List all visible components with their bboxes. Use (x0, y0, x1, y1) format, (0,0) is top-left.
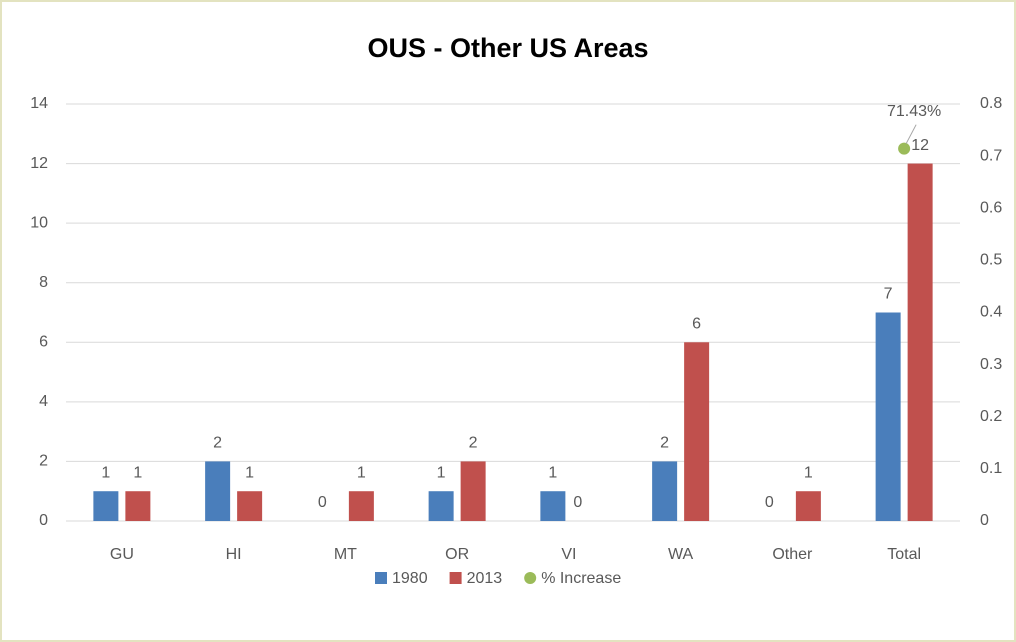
x-tick-label: OR (445, 546, 469, 563)
x-tick-label: HI (226, 546, 242, 563)
x-tick-label: GU (110, 546, 134, 563)
bar (93, 491, 119, 521)
bar (795, 491, 821, 521)
legend-label: % Increase (541, 570, 621, 587)
data-label: 0 (573, 494, 582, 511)
data-label: 6 (692, 316, 701, 333)
legend-swatch (375, 572, 387, 584)
data-label: 1 (133, 464, 142, 481)
data-label: 0 (765, 494, 774, 511)
bar (652, 461, 678, 521)
legend-label: 1980 (392, 570, 428, 587)
y2-tick-label: 0.6 (980, 199, 1002, 216)
bar (875, 312, 901, 521)
y-tick-label: 0 (39, 512, 48, 529)
bar (348, 491, 374, 521)
x-tick-label: MT (334, 546, 357, 563)
data-label: 2 (660, 435, 669, 452)
leader-line (905, 124, 917, 144)
y2-tick-label: 0 (980, 512, 989, 529)
x-tick-label: VI (561, 546, 576, 563)
y-tick-label: 2 (39, 453, 48, 470)
y-tick-label: 14 (30, 95, 48, 112)
bar (428, 491, 454, 521)
bar (205, 461, 231, 521)
data-label: 0 (318, 494, 327, 511)
legend-swatch (449, 572, 462, 584)
y2-tick-label: 0.4 (980, 304, 1002, 321)
y2-tick-label: 0.7 (980, 147, 1002, 164)
point (898, 142, 911, 155)
data-label: 12 (911, 137, 929, 154)
y-tick-label: 4 (39, 393, 48, 410)
bar (237, 491, 263, 521)
data-label: 1 (357, 464, 366, 481)
data-label: 1 (437, 464, 446, 481)
y-tick-label: 6 (39, 334, 48, 351)
data-label: 1 (101, 464, 110, 481)
y2-tick-label: 0.8 (980, 95, 1002, 112)
x-tick-label: WA (668, 546, 694, 563)
bar (460, 461, 486, 521)
y2-tick-label: 0.1 (980, 460, 1002, 477)
y-tick-label: 10 (30, 214, 48, 231)
x-tick-label: Total (887, 546, 921, 563)
legend-label: 2013 (467, 570, 503, 587)
bar (907, 163, 933, 522)
bar (125, 491, 151, 521)
data-label: 2 (213, 435, 222, 452)
y2-tick-label: 0.5 (980, 252, 1002, 269)
x-tick-label: Other (772, 546, 813, 563)
y-tick-label: 8 (39, 274, 48, 291)
y-tick-label: 12 (30, 155, 48, 172)
data-label: 71.43% (887, 103, 941, 120)
bar (540, 491, 566, 521)
y2-tick-label: 0.3 (980, 356, 1002, 373)
data-label: 2 (469, 435, 478, 452)
data-label: 1 (548, 464, 557, 481)
data-label: 1 (804, 464, 813, 481)
data-label: 1 (245, 464, 254, 481)
chart-title: OUS - Other US Areas (367, 33, 648, 63)
bar (684, 342, 710, 521)
y2-tick-label: 0.2 (980, 408, 1002, 425)
legend-swatch (524, 572, 537, 584)
data-label: 7 (884, 286, 893, 303)
